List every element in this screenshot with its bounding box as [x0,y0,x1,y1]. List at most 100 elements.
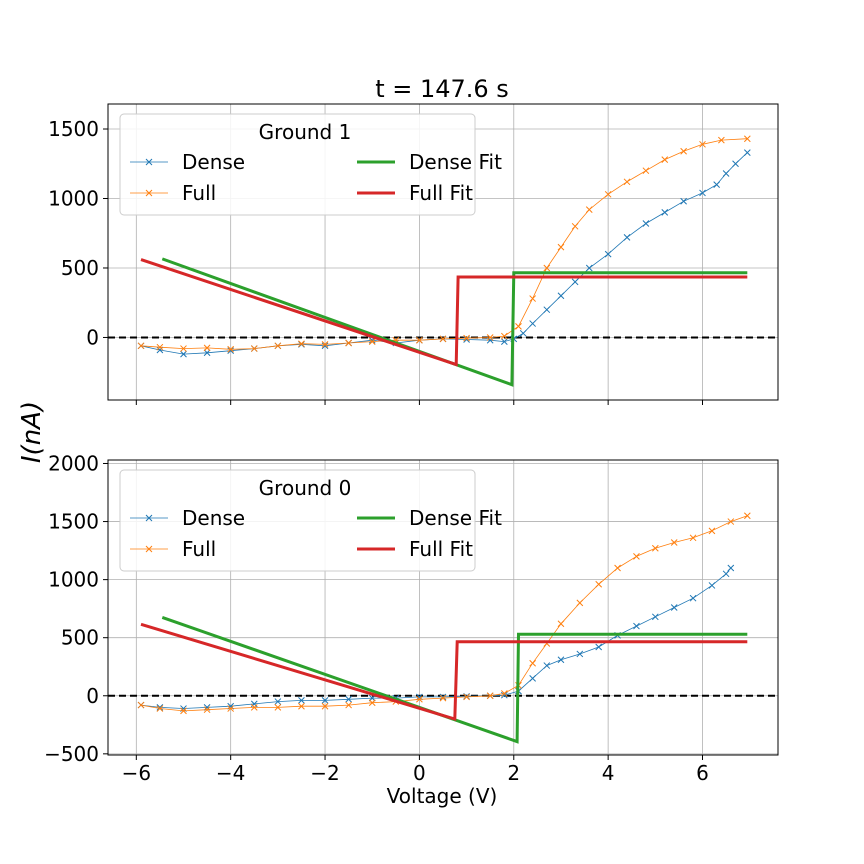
point-full [416,695,423,703]
point-dense [298,697,305,704]
point-full [345,339,352,347]
point-full [250,345,258,352]
chart-title: t = 147.6 s [375,75,509,103]
legend-marker [145,545,153,553]
point-full [557,620,565,628]
point-dense [156,346,164,354]
point-dense [321,342,329,350]
y-axis-label: I(nA) [17,401,47,463]
legend-label: Dense [182,150,245,174]
point-dense [180,350,187,358]
point-full [633,553,640,560]
point-full [680,147,687,155]
point-full [321,341,329,348]
point-dense [345,695,352,703]
y-tick-label: 500 [61,256,99,280]
legend-label: Dense Fit [409,150,502,174]
legend-entry-dense-fit: Dense Fit [357,150,502,174]
point-dense [543,306,551,314]
point-dense [642,220,650,227]
point-dense [203,349,211,357]
point-full [500,690,508,697]
point-dense [557,656,565,664]
point-full [614,564,621,572]
point-full [298,702,305,710]
point-full [623,178,631,186]
point-full [203,344,211,352]
x-tick-label: 6 [696,761,709,785]
point-dense [529,320,537,327]
legend-entry-full-fit: Full Fit [357,537,473,561]
y-tick-label: 1500 [48,510,99,534]
point-full [661,156,669,163]
point-full [585,206,593,213]
point-full [274,704,282,711]
point-full [180,707,187,715]
point-dense [732,160,739,168]
point-full [274,342,282,350]
point-full [156,343,164,351]
point-dense [713,181,721,188]
point-full [727,518,735,525]
series-line-full-fit [140,622,748,722]
point-full [463,693,470,701]
point-dense [680,197,687,205]
point-dense [633,622,640,630]
point-full [689,534,697,542]
point-full [515,322,522,330]
point-full [137,342,145,350]
y-tick-label: 1000 [48,568,99,592]
legend-label: Full Fit [409,537,473,561]
point-dense [500,338,508,345]
point-full [500,332,508,340]
point-full [642,167,650,175]
point-dense [689,594,697,602]
legend-entry-full: Full [130,537,216,561]
point-dense [670,604,678,611]
point-full [718,136,725,144]
point-dense [651,613,659,621]
point-dense [727,564,735,572]
point-full [368,338,376,345]
x-tick-label: 4 [602,761,615,785]
point-dense [722,570,730,578]
legend-label: Full [182,537,216,561]
point-dense [585,264,593,272]
series-line-full-fit [140,258,748,367]
point-dense [604,250,612,258]
point-full [699,140,706,148]
point-full [743,512,751,520]
axes-frame [107,459,779,756]
point-dense [708,582,716,589]
point-full [529,659,537,667]
point-dense [529,674,537,682]
x-tick-label: −6 [122,761,151,785]
point-full [156,705,164,712]
point-full [250,704,258,711]
x-axis-label: Voltage (V) [387,784,498,808]
point-dense [156,704,164,711]
data-layer [108,512,778,744]
point-full [529,295,537,302]
point-dense [743,149,751,156]
point-dense [699,189,706,197]
panel-ground-1: 0 500 1000 1500 Ground 1 Dense Full Dense Fit Fu… [48,103,779,405]
legend-box [119,113,476,216]
x-tick-label: −4 [216,761,245,785]
point-full [486,692,494,700]
point-dense [321,697,329,704]
legend-marker [145,189,153,197]
legend-label: Full Fit [409,181,473,205]
point-full [321,702,329,710]
point-dense [227,347,235,355]
point-full [345,701,352,709]
point-full [463,334,470,342]
point-full [651,544,659,552]
legend-label: Dense [182,506,245,530]
legend-marker [145,514,153,522]
legend-entry-dense-fit: Dense Fit [357,506,502,530]
point-full [543,264,551,272]
point-dense [557,292,565,300]
y-tick-label: 1500 [48,117,99,141]
